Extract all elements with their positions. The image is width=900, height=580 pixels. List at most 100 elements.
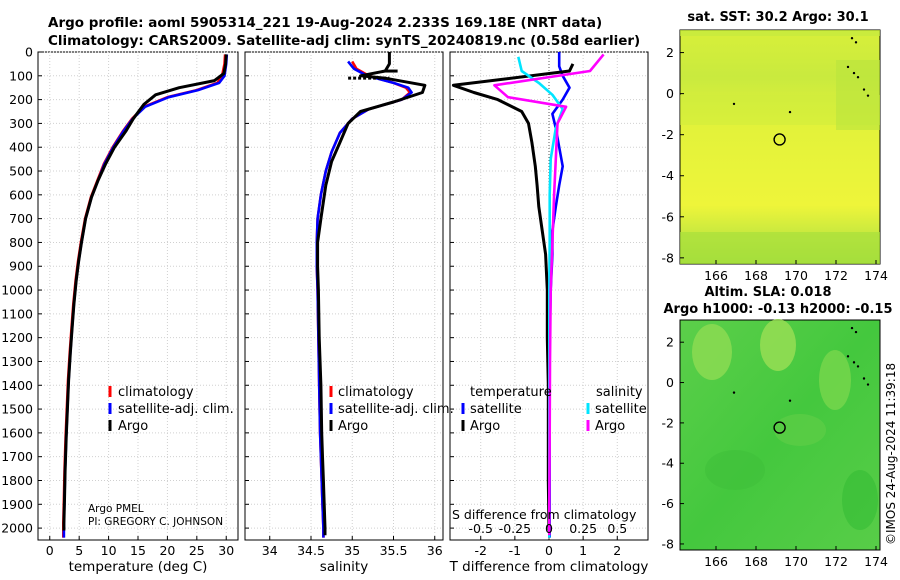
island-marker [866,94,870,97]
map-y-tick-label: -2 [662,127,674,142]
temperature-legend: climatology satellite-adj. clim. Argo [108,385,234,434]
depth-tick-label: 1800 [1,473,33,488]
legend-climatology: climatology [118,385,194,400]
series-s-argo [493,53,605,536]
island-marker [846,65,850,69]
sst-map-ticks: 166 168 170 172 174 2 0 -2 -4 -6 -8 [662,45,888,283]
s-tick-label: 0.25 [569,521,597,536]
legend-argo: Argo [118,419,148,434]
island-marker [862,377,866,380]
sla-map-blob [819,350,851,410]
salinity-xlabel: salinity [320,559,368,575]
island-marker [856,76,860,79]
depth-tick-label: 500 [9,164,33,179]
map-x-tick-label: 174 [864,268,888,283]
sla-map-ticks: 166 168 170 172 174 2 0 -2 -4 -6 -8 [662,335,888,569]
x-tick-label: 15 [130,543,146,558]
island-marker [788,110,792,114]
depth-tick-label: 1500 [1,402,33,417]
x-tick-label: 35.5 [380,543,408,558]
pi-annotation-line2: PI: GREGORY C. JOHNSON [88,516,223,528]
legend-salinity-title: salinity [596,385,643,400]
series-satellite-adj-clim- [315,60,413,538]
salinity-legend: climatology satellite-adj. clim. Argo [329,385,454,434]
legend-t-argo: Argo [470,419,500,434]
x-tick-label: 25 [189,543,205,558]
depth-axis-labels: 0 100 200 300 400 500 600 700 800 900 1000 1100 1200… [1,45,33,536]
sla-map [679,319,881,551]
legend-satellite: satellite-adj. clim. [338,402,454,417]
legend-t-satellite: satellite [470,402,522,417]
depth-tick-label: 400 [9,140,33,155]
map-x-tick-label: 168 [744,268,768,283]
map-x-tick-label: 168 [744,554,768,569]
x-tick-label: 30 [218,543,234,558]
depth-tick-label: 900 [9,259,33,274]
map-y-tick-label: 0 [666,86,674,101]
x-tick-label: 35 [344,543,360,558]
sst-map-band-top [680,30,880,36]
difference-xlabel: T difference from climatology [449,559,649,575]
depth-tick-label: 100 [9,68,33,83]
depth-tick-label: 1000 [1,283,33,298]
island-marker [866,383,870,386]
salinity-x-ticks: 34 34.5 35 35.5 36 [262,543,443,558]
s-difference-label: S difference from climatology [452,507,637,522]
s-tick-label: -0.5 [469,521,493,536]
x-tick-label: 20 [159,543,175,558]
depth-tick-label: 1900 [1,497,33,512]
x-tick-label: -1 [509,543,521,558]
sst-map-title: sat. SST: 30.2 Argo: 30.1 [687,10,868,25]
series-argo [62,54,228,531]
island-marker [788,399,792,402]
figure-title-line1: Argo profile: aoml 5905314_221 19-Aug-20… [48,15,602,31]
figure-title-line2: Climatology: CARS2009. Satellite-adj cli… [48,33,640,49]
legend-climatology: climatology [338,385,414,400]
sla-map-subtitle: Argo h1000: -0.13 h2000: -0.15 [663,302,892,317]
pi-annotation-line1: Argo PMEL [88,503,144,515]
argo-float-marker [773,133,786,146]
map-y-tick-label: 2 [666,45,674,60]
x-tick-label: 0 [545,543,553,558]
depth-tick-label: 0 [25,45,33,60]
s-difference-ticks: -0.5 -0.25 0 0.25 0.5 [469,521,628,536]
map-x-tick-label: 166 [704,554,728,569]
map-y-tick-label: -8 [662,536,675,551]
depth-tick-label: 1200 [1,330,33,345]
sst-map-patch [836,60,880,130]
sla-map-blob [692,324,732,380]
depth-tick-label: 1600 [1,425,33,440]
depth-tick-label: 300 [9,116,33,131]
depth-tick-label: 800 [9,235,33,250]
difference-series [451,52,605,538]
s-tick-label: 0 [545,521,553,536]
map-x-tick-label: 172 [824,268,848,283]
x-tick-label: 34.5 [297,543,325,558]
island-marker [732,102,736,106]
temperature-xlabel: temperature (deg C) [69,559,208,575]
depth-tick-label: 700 [9,211,33,226]
s-tick-label: 0.5 [607,521,627,536]
map-y-tick-label: -6 [662,496,675,511]
map-y-tick-label: -4 [662,456,675,471]
depth-tick-label: 1300 [1,354,33,369]
x-tick-label: 36 [427,543,443,558]
temperature-series [61,54,229,538]
map-y-tick-label: 0 [666,375,674,390]
sla-map-blob [774,414,826,446]
x-tick-label: 5 [75,543,83,558]
x-tick-label: 34 [262,543,278,558]
sst-map-band-bottom [680,232,880,264]
sla-map-blob [842,470,878,530]
island-marker [862,88,866,91]
map-y-tick-label: -8 [662,250,675,265]
s-tick-label: -0.25 [499,521,531,536]
sst-map [679,29,881,265]
island-marker [854,41,858,44]
panel-frame [244,51,444,541]
sla-map-blob [760,319,796,371]
map-y-tick-label: -6 [662,209,675,224]
difference-legend: temperature satellite Argo salinity sate… [461,385,647,434]
legend-temperature-title: temperature [470,385,552,400]
island-marker [850,37,854,40]
